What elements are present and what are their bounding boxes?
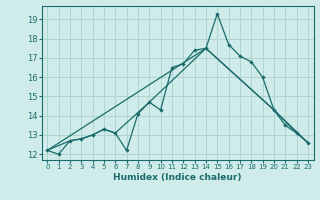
X-axis label: Humidex (Indice chaleur): Humidex (Indice chaleur) — [113, 173, 242, 182]
